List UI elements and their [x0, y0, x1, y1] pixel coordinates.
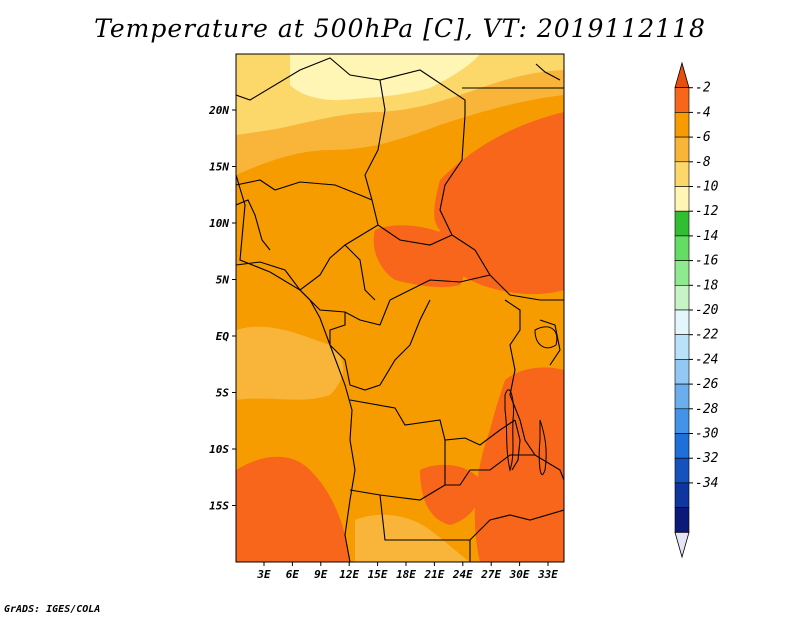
colorbar-label: -20 — [695, 303, 719, 318]
colorbar-label: -24 — [695, 352, 718, 367]
colorbar-label: -16 — [695, 254, 719, 269]
colorbar-label: -18 — [695, 278, 719, 293]
colorbar-label: -30 — [695, 427, 719, 442]
temperature-field — [236, 54, 564, 562]
lon-tick-label: 21E — [423, 568, 444, 581]
colorbar-label: -10 — [695, 180, 719, 195]
colorbar-label: -14 — [695, 229, 718, 244]
colorbar-swatch — [674, 383, 690, 410]
colorbar-swatch — [674, 210, 690, 237]
colorbar-label: -2 — [695, 81, 711, 96]
colorbar-swatch — [674, 309, 690, 336]
colorbar-label: -8 — [695, 155, 711, 170]
lon-tick-label: 3E — [256, 568, 271, 581]
temperature-band-east-warm — [434, 112, 564, 295]
colorbar-swatch — [674, 260, 690, 286]
temperature-band-north-coolest — [290, 54, 480, 101]
colorbar-label: -6 — [695, 130, 711, 145]
colorbar-swatch — [674, 161, 690, 187]
temperature-band-central-warm — [373, 225, 464, 288]
lat-tick-label: 15N — [209, 161, 229, 174]
colorbar-swatch — [674, 482, 690, 508]
map-frame — [235, 53, 565, 563]
temperature-band-west-mild — [236, 326, 344, 400]
colorbar-label: -22 — [695, 328, 719, 343]
colorbar-label: -32 — [695, 451, 719, 466]
colorbar-swatch — [674, 112, 690, 138]
lon-tick-label: 9E — [314, 568, 328, 581]
colorbar-swatch — [674, 433, 690, 459]
latitude-axis: 20N 15N 10N 5N EQ 5S 10S 15S — [208, 104, 236, 513]
lat-tick-label: 5S — [216, 387, 230, 400]
longitude-axis: 3E 6E 9E 12E 15E 18E 21E 24E 27E 30E 33E — [256, 562, 558, 581]
lon-tick-label: 12E — [339, 568, 359, 581]
colorbar-bottom-arrow — [674, 531, 690, 559]
lat-tick-label: 10N — [209, 217, 229, 230]
lon-tick-label: 18E — [396, 568, 416, 581]
colorbar-label: -26 — [695, 377, 719, 392]
lon-tick-label: 24E — [452, 568, 473, 581]
lat-tick-label: EQ — [216, 330, 230, 343]
country-borders — [236, 57, 564, 562]
lon-tick-label: 30E — [509, 568, 530, 581]
colorbar-label: -12 — [695, 204, 719, 219]
lake-tanganyika — [504, 389, 514, 472]
colorbar: -2 -4 -6 -8 -10 -12 -14 -16 -18 -20 -22 -24 -26 -28 -3… — [674, 61, 719, 559]
colorbar-swatch — [674, 359, 690, 385]
temperature-band-southeast-warm — [474, 367, 564, 562]
colorbar-label: -28 — [695, 402, 719, 417]
colorbar-swatch — [674, 186, 690, 212]
temperature-band-southwest-warm — [236, 456, 350, 562]
lake-malawi — [538, 419, 547, 475]
lat-tick-label: 5N — [216, 274, 230, 287]
colorbar-swatch — [674, 457, 690, 484]
lon-tick-label: 15E — [368, 568, 388, 581]
colorbar-label: -34 — [695, 476, 718, 491]
lat-tick-label: 20N — [208, 104, 229, 117]
colorbar-swatch — [674, 284, 690, 311]
temperature-band-south-central-warm — [420, 464, 481, 525]
lat-tick-label: 10S — [209, 443, 229, 456]
colorbar-top-arrow — [674, 61, 690, 89]
lat-tick-label: 15S — [209, 500, 229, 513]
lon-tick-label: 33E — [537, 568, 558, 581]
coastline — [236, 174, 356, 562]
colorbar-swatch — [674, 87, 690, 113]
colorbar-swatch — [674, 334, 690, 360]
colorbar-swatch — [674, 408, 690, 434]
lon-tick-label: 27E — [480, 568, 501, 581]
colorbar-swatch — [674, 235, 690, 261]
lake-victoria — [534, 326, 558, 349]
colorbar-swatch — [674, 136, 690, 163]
colorbar-label: -4 — [695, 105, 711, 120]
colorbar-swatch — [674, 507, 690, 533]
lon-tick-label: 6E — [286, 568, 300, 581]
grads-credit: GrADS: IGES/COLA — [4, 604, 101, 615]
map-title: Temperature at 500hPa [C], VT: 201911211… — [94, 14, 706, 43]
